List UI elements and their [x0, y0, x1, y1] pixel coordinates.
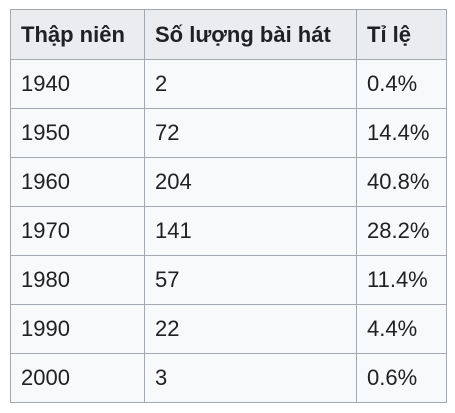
- cell-decade: 1940: [11, 60, 145, 109]
- table-row: 1990 22 4.4%: [11, 305, 447, 354]
- cell-song-count: 141: [145, 207, 357, 256]
- cell-ratio: 40.8%: [357, 158, 447, 207]
- table-row: 1950 72 14.4%: [11, 109, 447, 158]
- cell-decade: 1950: [11, 109, 145, 158]
- cell-decade: 1990: [11, 305, 145, 354]
- cell-ratio: 0.6%: [357, 354, 447, 403]
- cell-song-count: 3: [145, 354, 357, 403]
- cell-decade: 1980: [11, 256, 145, 305]
- cell-song-count: 22: [145, 305, 357, 354]
- cell-song-count: 2: [145, 60, 357, 109]
- cell-ratio: 28.2%: [357, 207, 447, 256]
- table-row: 1940 2 0.4%: [11, 60, 447, 109]
- table-row: 1980 57 11.4%: [11, 256, 447, 305]
- table-row: 2000 3 0.6%: [11, 354, 447, 403]
- cell-song-count: 72: [145, 109, 357, 158]
- column-header-decade: Thập niên: [11, 10, 145, 60]
- cell-ratio: 11.4%: [357, 256, 447, 305]
- decade-songs-table-container: Thập niên Số lượng bài hát Tỉ lệ 1940 2 …: [10, 9, 447, 403]
- table-row: 1970 141 28.2%: [11, 207, 447, 256]
- cell-ratio: 0.4%: [357, 60, 447, 109]
- cell-decade: 1960: [11, 158, 145, 207]
- table-header-row: Thập niên Số lượng bài hát Tỉ lệ: [11, 10, 447, 60]
- table-row: 1960 204 40.8%: [11, 158, 447, 207]
- column-header-ratio: Tỉ lệ: [357, 10, 447, 60]
- cell-ratio: 4.4%: [357, 305, 447, 354]
- decade-songs-table: Thập niên Số lượng bài hát Tỉ lệ 1940 2 …: [10, 9, 447, 403]
- cell-ratio: 14.4%: [357, 109, 447, 158]
- cell-song-count: 204: [145, 158, 357, 207]
- cell-decade: 2000: [11, 354, 145, 403]
- column-header-song-count: Số lượng bài hát: [145, 10, 357, 60]
- cell-decade: 1970: [11, 207, 145, 256]
- cell-song-count: 57: [145, 256, 357, 305]
